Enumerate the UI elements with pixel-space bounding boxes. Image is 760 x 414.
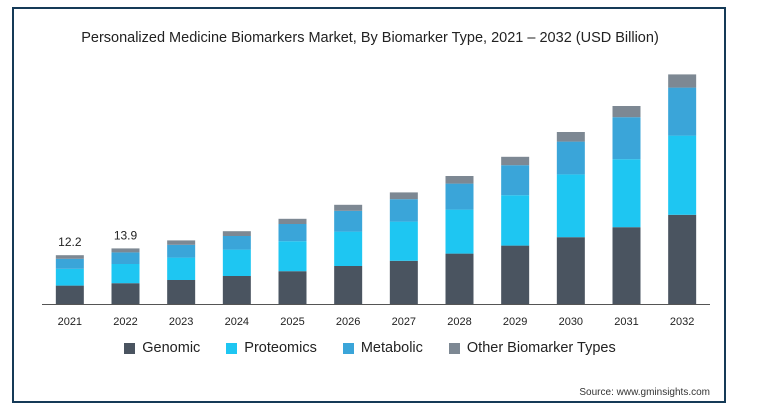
- x-tick-label-2021: 2021: [58, 316, 82, 328]
- bar-segment-proteomics-2025: [278, 241, 307, 272]
- legend-swatch-proteomics: [226, 342, 238, 354]
- bar-segment-other-biomarker-types-2024: [222, 231, 251, 236]
- bar-segment-proteomics-2032: [668, 135, 697, 215]
- bar-segment-proteomics-2026: [334, 231, 363, 266]
- bar-segment-metabolic-2031: [612, 117, 641, 160]
- legend-item-proteomics: Proteomics: [226, 340, 317, 356]
- bar-segment-metabolic-2022: [111, 252, 140, 264]
- chart-legend: Genomic Proteomics Metabolic Other Bioma…: [0, 340, 740, 356]
- bar-segment-proteomics-2030: [556, 174, 585, 238]
- source-note: Source: www.gminsights.com: [579, 387, 710, 398]
- bar-segment-proteomics-2022: [111, 264, 140, 284]
- bar-segment-other-biomarker-types-2032: [668, 74, 697, 88]
- bar-segment-genomic-2022: [111, 283, 140, 304]
- x-tick-label-2024: 2024: [225, 316, 249, 328]
- x-tick-label-2028: 2028: [447, 316, 471, 328]
- bar-segment-metabolic-2021: [55, 258, 84, 269]
- bar-segment-other-biomarker-types-2021: [55, 255, 84, 259]
- bar-segment-proteomics-2024: [222, 249, 251, 276]
- bar-segment-metabolic-2023: [167, 244, 196, 258]
- bar-segment-metabolic-2029: [501, 165, 530, 196]
- bar-segment-metabolic-2030: [556, 141, 585, 175]
- bar-segment-other-biomarker-types-2030: [556, 132, 585, 142]
- legend-item-metabolic: Metabolic: [342, 340, 423, 356]
- legend-item-other: Other Biomarker Types: [448, 340, 616, 356]
- legend-label-proteomics: Proteomics: [244, 340, 317, 356]
- bar-segment-other-biomarker-types-2022: [111, 248, 140, 253]
- x-tick-label-2022: 2022: [113, 316, 137, 328]
- chart-frame: [12, 7, 726, 403]
- x-tick-label-2027: 2027: [392, 316, 416, 328]
- bar-segment-genomic-2023: [167, 280, 196, 304]
- bar-segment-other-biomarker-types-2027: [389, 192, 418, 200]
- bar-segment-other-biomarker-types-2023: [167, 240, 196, 245]
- bar-segment-genomic-2028: [445, 253, 474, 304]
- x-tick-label-2030: 2030: [559, 316, 583, 328]
- bar-segment-proteomics-2028: [445, 209, 474, 254]
- bar-segment-proteomics-2031: [612, 159, 641, 228]
- bar-segment-genomic-2030: [556, 237, 585, 304]
- bar-segment-genomic-2024: [222, 276, 251, 304]
- legend-swatch-other: [448, 342, 460, 354]
- chart-title: Personalized Medicine Biomarkers Market,…: [81, 30, 659, 46]
- legend-label-metabolic: Metabolic: [360, 340, 423, 356]
- bar-segment-genomic-2021: [55, 285, 84, 304]
- bar-segment-proteomics-2029: [501, 195, 530, 246]
- bar-segment-genomic-2032: [668, 214, 697, 304]
- x-tick-label-2025: 2025: [280, 316, 304, 328]
- bar-segment-metabolic-2027: [389, 199, 418, 222]
- bar-segment-other-biomarker-types-2026: [334, 204, 363, 211]
- legend-item-genomic: Genomic: [124, 340, 200, 356]
- bar-segment-other-biomarker-types-2028: [445, 176, 474, 184]
- bar-segment-genomic-2025: [278, 271, 307, 304]
- x-tick-label-2026: 2026: [336, 316, 360, 328]
- bar-segment-other-biomarker-types-2031: [612, 106, 641, 118]
- bar-segment-metabolic-2028: [445, 183, 474, 210]
- bar-segment-metabolic-2026: [334, 210, 363, 232]
- x-tick-label-2029: 2029: [503, 316, 527, 328]
- data-label-2022: 13.9: [114, 228, 138, 242]
- bar-segment-other-biomarker-types-2029: [501, 156, 530, 166]
- bar-segment-metabolic-2024: [222, 236, 251, 250]
- bar-segment-genomic-2027: [389, 260, 418, 304]
- bar-segment-genomic-2031: [612, 227, 641, 304]
- bar-segment-genomic-2026: [334, 266, 363, 304]
- legend-swatch-genomic: [124, 342, 136, 354]
- legend-swatch-metabolic: [342, 342, 354, 354]
- stacked-bar-chart: 2021 12.2 2022 13.9 2023 2024 2025 2026 2027 2028…: [42, 74, 710, 328]
- bar-segment-metabolic-2032: [668, 87, 697, 136]
- bar-segment-proteomics-2027: [389, 221, 418, 261]
- bar-segment-genomic-2029: [501, 245, 530, 304]
- x-tick-label-2031: 2031: [614, 316, 638, 328]
- x-tick-label-2023: 2023: [169, 316, 193, 328]
- bar-segment-other-biomarker-types-2025: [278, 218, 307, 224]
- bar-segment-metabolic-2025: [278, 224, 307, 242]
- legend-label-other: Other Biomarker Types: [466, 340, 616, 356]
- bar-segment-proteomics-2021: [55, 268, 84, 286]
- data-label-2021: 12.2: [58, 235, 82, 249]
- x-tick-label-2032: 2032: [670, 316, 694, 328]
- bar-segment-proteomics-2023: [167, 257, 196, 280]
- legend-label-genomic: Genomic: [142, 340, 201, 356]
